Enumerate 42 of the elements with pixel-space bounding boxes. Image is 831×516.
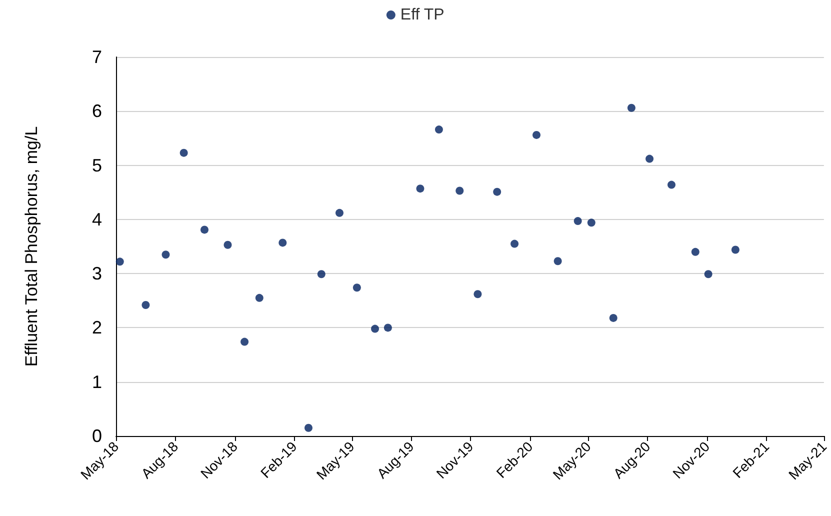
y-tick-label: 6: [92, 101, 102, 122]
y-tick-label: 2: [92, 318, 102, 338]
point: [510, 240, 519, 248]
point: [474, 290, 482, 298]
point: [384, 324, 392, 332]
point: [668, 180, 676, 189]
point: [627, 104, 636, 112]
y-tick-label: 4: [92, 209, 102, 230]
y-tick-label: 5: [92, 155, 102, 176]
point: [142, 300, 150, 309]
point: [278, 238, 287, 247]
point: [554, 257, 562, 266]
y-axis-title: Effluent Total Phosphorus, mg/L: [22, 126, 41, 367]
point: [352, 284, 361, 292]
point: [731, 246, 740, 254]
point: [532, 130, 540, 139]
point: [335, 208, 344, 217]
y-tick-label: 3: [92, 264, 102, 284]
point: [704, 270, 712, 278]
point: [224, 240, 232, 249]
point: [434, 126, 443, 134]
legend-label: Eff TP: [400, 6, 444, 24]
point: [587, 218, 596, 227]
point: [493, 188, 502, 196]
y-tick-label: 0: [92, 426, 102, 446]
y-tick-label: 7: [92, 47, 102, 67]
point: [371, 324, 380, 333]
y-tick-label: 1: [92, 372, 102, 392]
point: [180, 148, 188, 157]
point: [116, 258, 124, 266]
point: [255, 294, 264, 302]
point: [609, 314, 618, 322]
point: [304, 424, 312, 432]
point: [456, 186, 464, 195]
point: [416, 184, 424, 193]
point: [646, 154, 654, 163]
point: [240, 338, 249, 346]
point: [200, 226, 208, 234]
point: [691, 248, 700, 256]
point: [574, 217, 582, 226]
point: [162, 250, 170, 259]
point: [317, 270, 326, 278]
